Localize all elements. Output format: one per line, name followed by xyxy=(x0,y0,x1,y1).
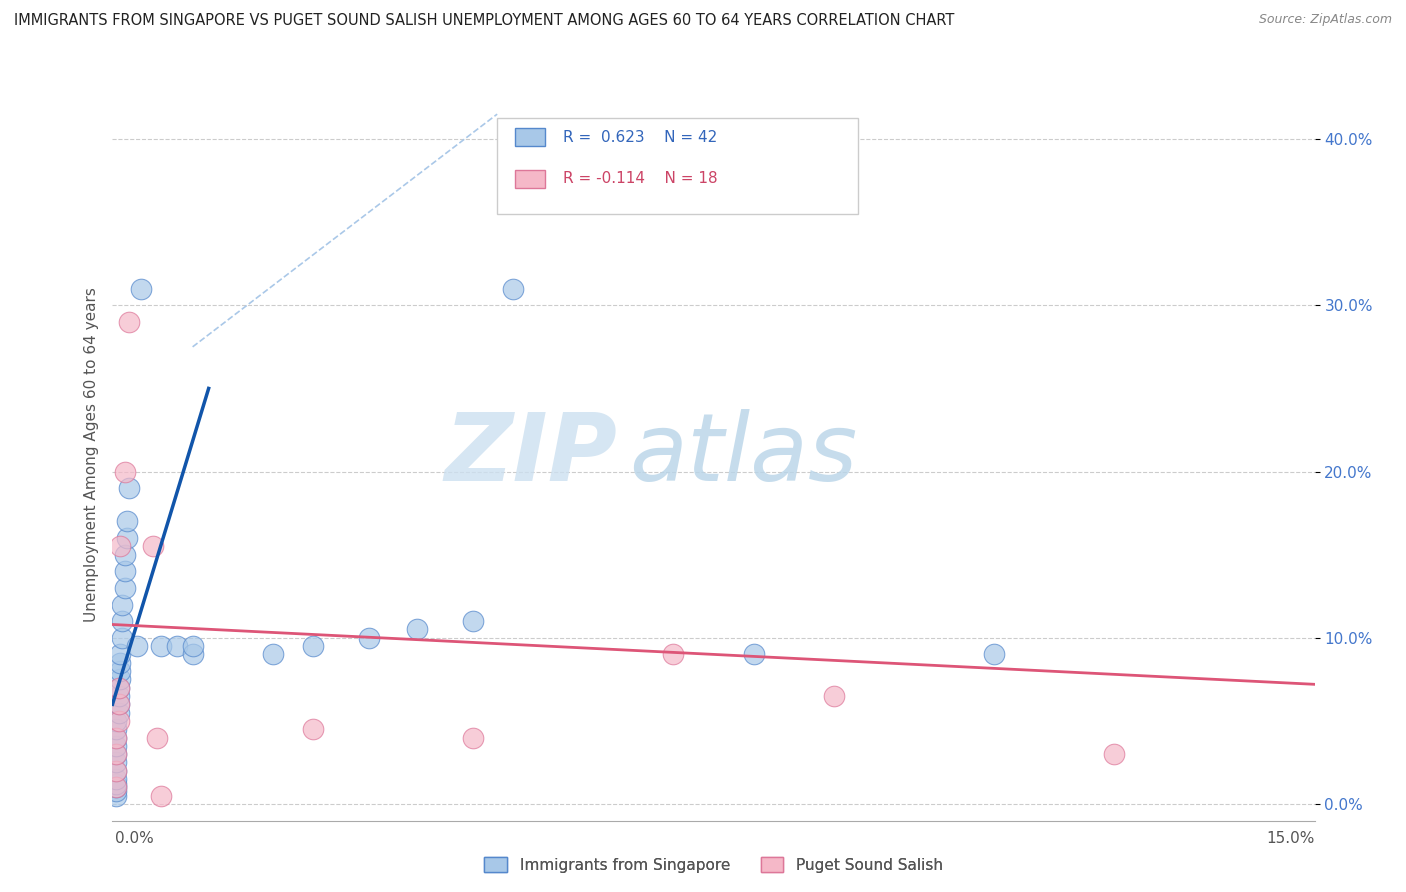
Point xyxy=(108,698,131,712)
Point xyxy=(181,639,204,653)
Point xyxy=(110,673,132,687)
Point xyxy=(110,648,132,662)
Point xyxy=(111,614,134,628)
Text: IMMIGRANTS FROM SINGAPORE VS PUGET SOUND SALISH UNEMPLOYMENT AMONG AGES 60 TO 64: IMMIGRANTS FROM SINGAPORE VS PUGET SOUND… xyxy=(14,13,955,29)
Point xyxy=(461,731,484,745)
Point xyxy=(111,598,134,612)
Point xyxy=(105,731,128,745)
Point xyxy=(141,539,163,553)
Point xyxy=(105,780,128,795)
Point xyxy=(105,777,128,791)
Point xyxy=(105,747,128,761)
Point xyxy=(662,648,685,662)
Point xyxy=(115,515,138,529)
Point xyxy=(114,548,136,562)
Point xyxy=(108,714,131,728)
Point xyxy=(406,623,429,637)
Text: Source: ZipAtlas.com: Source: ZipAtlas.com xyxy=(1258,13,1392,27)
Point xyxy=(181,648,204,662)
Point xyxy=(823,689,845,703)
Point xyxy=(105,780,128,795)
Point xyxy=(357,631,380,645)
Point xyxy=(105,723,128,737)
Point xyxy=(110,656,132,670)
FancyBboxPatch shape xyxy=(515,128,546,146)
Point xyxy=(108,681,131,695)
Point xyxy=(105,772,128,786)
Point xyxy=(108,689,131,703)
Point xyxy=(105,756,128,770)
Point xyxy=(742,648,765,662)
Point xyxy=(461,614,484,628)
Point xyxy=(110,664,132,678)
Legend: Immigrants from Singapore, Puget Sound Salish: Immigrants from Singapore, Puget Sound S… xyxy=(478,851,949,879)
Text: 15.0%: 15.0% xyxy=(1267,831,1315,846)
Point xyxy=(302,723,325,737)
Point xyxy=(502,282,524,296)
Point xyxy=(108,681,131,695)
Point xyxy=(105,789,128,803)
Point xyxy=(105,739,128,753)
Point xyxy=(108,706,131,720)
Text: ZIP: ZIP xyxy=(444,409,617,501)
Point xyxy=(117,315,139,329)
Point xyxy=(114,465,136,479)
Point xyxy=(105,731,128,745)
Point xyxy=(1102,747,1125,761)
Point xyxy=(149,789,172,803)
Point xyxy=(105,764,128,778)
Text: R =  0.623    N = 42: R = 0.623 N = 42 xyxy=(564,129,717,145)
Text: R = -0.114    N = 18: R = -0.114 N = 18 xyxy=(564,171,718,186)
Point xyxy=(149,639,172,653)
Point xyxy=(115,531,138,545)
Point xyxy=(129,282,152,296)
Point xyxy=(145,731,167,745)
Point xyxy=(105,747,128,761)
Point xyxy=(105,764,128,778)
Text: 0.0%: 0.0% xyxy=(115,831,155,846)
FancyBboxPatch shape xyxy=(498,119,858,213)
Y-axis label: Unemployment Among Ages 60 to 64 years: Unemployment Among Ages 60 to 64 years xyxy=(83,287,98,623)
Point xyxy=(110,539,132,553)
Point xyxy=(125,639,148,653)
Text: atlas: atlas xyxy=(630,409,858,500)
Point xyxy=(166,639,188,653)
FancyBboxPatch shape xyxy=(515,169,546,188)
Point xyxy=(114,564,136,578)
Point xyxy=(117,481,139,495)
Point xyxy=(108,698,131,712)
Point xyxy=(105,783,128,797)
Point xyxy=(302,639,325,653)
Point xyxy=(114,581,136,595)
Point xyxy=(983,648,1005,662)
Point xyxy=(111,631,134,645)
Point xyxy=(262,648,284,662)
Point xyxy=(105,714,128,728)
